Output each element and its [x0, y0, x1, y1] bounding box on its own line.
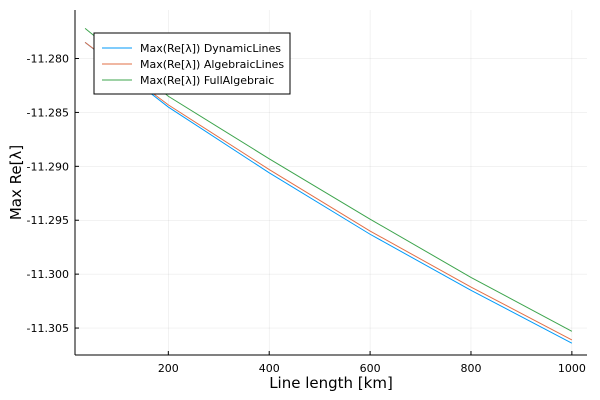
y-tick-label: -11.280	[27, 53, 69, 66]
y-tick-label: -11.300	[27, 268, 69, 281]
legend-entry-label: Max(Re[λ]) FullAlgebraic	[140, 74, 274, 87]
y-tick-label: -11.305	[27, 322, 69, 335]
x-tick-label: 400	[259, 362, 280, 375]
y-tick-label: -11.290	[27, 160, 69, 173]
x-tick-label: 1000	[558, 362, 586, 375]
x-tick-label: 200	[158, 362, 179, 375]
y-tick-label: -11.295	[27, 214, 69, 227]
legend-entry-label: Max(Re[λ]) DynamicLines	[140, 42, 281, 55]
x-tick-label: 800	[460, 362, 481, 375]
axes	[74, 10, 587, 356]
tick-labels: 200 400 600 800 1000 -11.280 -11.285 -11.290 -11…	[27, 53, 586, 375]
x-axis-title: Line length [km]	[269, 374, 393, 392]
legend: Max(Re[λ]) DynamicLines Max(Re[λ]) Algebr…	[93, 32, 291, 95]
legend-entry-label: Max(Re[λ]) AlgebraicLines	[140, 58, 284, 71]
y-axis-title: Max Re[λ]	[7, 145, 25, 220]
y-tick-label: -11.285	[27, 106, 69, 119]
x-tick-label: 600	[360, 362, 381, 375]
series-line-1	[84, 41, 573, 344]
